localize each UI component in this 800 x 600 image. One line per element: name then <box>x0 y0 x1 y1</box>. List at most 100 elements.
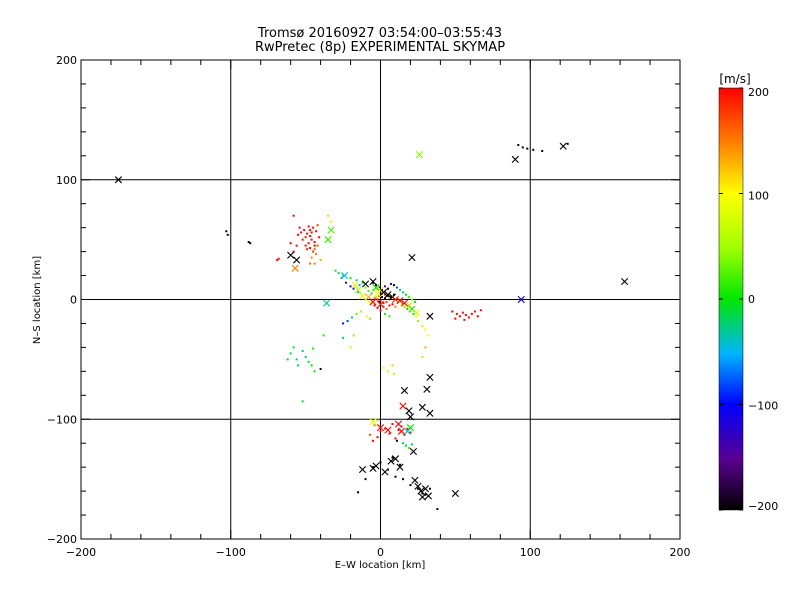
data-point-dot <box>289 242 292 245</box>
data-point-dot <box>389 282 392 285</box>
data-point-cross <box>559 142 567 150</box>
data-point-dot <box>388 432 391 435</box>
data-point-dot <box>322 334 325 337</box>
data-point-dot <box>395 286 398 289</box>
data-point-cross <box>423 385 431 393</box>
data-point-dot <box>413 300 416 303</box>
data-point-dot <box>309 262 312 265</box>
data-point-dot <box>376 436 379 439</box>
data-point-cross-stroke <box>414 482 422 490</box>
data-point-dot <box>349 276 352 279</box>
data-point-cross <box>621 277 629 286</box>
data-point-cross-stroke <box>403 427 412 435</box>
data-point-dot <box>386 294 389 297</box>
data-point-cross <box>411 476 419 484</box>
data-point-cross <box>396 297 404 305</box>
data-point-dot <box>398 288 401 291</box>
grid-lines <box>81 60 680 539</box>
data-point-dot <box>404 293 407 296</box>
data-point-cross-stroke <box>351 281 359 289</box>
data-point-cross-stroke <box>517 295 525 304</box>
data-point-dot <box>298 226 301 229</box>
data-point-cross-stroke <box>418 493 427 501</box>
data-point-dot <box>407 296 410 299</box>
data-point-cross <box>381 468 389 476</box>
data-point-dot <box>409 431 412 434</box>
data-point-dot <box>358 284 361 287</box>
data-point-cross-stroke <box>397 427 406 435</box>
data-point-cross-stroke <box>405 301 413 310</box>
data-point-dot <box>316 244 319 247</box>
x-tick-label: 0 <box>377 546 384 559</box>
data-point-dot <box>277 257 280 260</box>
data-point-dot <box>276 258 279 261</box>
colorbar-tick-label: 100 <box>748 190 769 203</box>
data-point-dot <box>394 305 397 308</box>
data-point-cross <box>517 295 525 304</box>
data-point-cross-stroke <box>418 403 427 411</box>
data-point-cross-stroke <box>376 424 385 432</box>
data-point-dot <box>412 312 415 315</box>
data-point-cross <box>369 277 377 286</box>
data-points <box>114 142 629 511</box>
data-point-dot <box>380 296 383 299</box>
data-point-cross-stroke <box>323 299 331 307</box>
data-point-dot <box>312 347 315 350</box>
data-point-dot <box>410 443 413 446</box>
data-point-dot <box>309 229 312 232</box>
data-point-cross <box>426 409 434 417</box>
data-point-dot <box>403 433 406 436</box>
data-point-dot <box>407 446 410 449</box>
data-point-cross-stroke <box>421 485 430 493</box>
data-point-dot <box>391 294 394 297</box>
data-point-dot <box>345 281 348 284</box>
data-point-dot <box>391 423 394 426</box>
data-point-cross <box>418 403 427 411</box>
data-point-dot <box>313 241 316 244</box>
data-point-dot <box>378 294 381 297</box>
data-point-cross <box>391 295 400 304</box>
data-point-dot <box>315 230 318 233</box>
data-point-dot <box>379 461 382 464</box>
data-point-dot <box>373 297 376 300</box>
data-point-dot <box>316 224 319 227</box>
data-point-dot <box>436 508 439 511</box>
data-point-dot <box>467 316 470 319</box>
data-point-dot <box>394 437 397 440</box>
data-point-cross-stroke <box>400 386 409 395</box>
data-point-dot <box>337 272 340 275</box>
data-point-cross-stroke <box>423 385 431 393</box>
data-point-dot <box>301 238 304 241</box>
y-tick-label: −200 <box>47 533 77 546</box>
data-point-cross-stroke <box>369 464 377 472</box>
data-point-dot <box>292 250 295 253</box>
data-point-dot <box>470 312 473 315</box>
x-tick-label: 200 <box>670 546 691 559</box>
data-point-dot <box>421 355 424 358</box>
data-point-cross-stroke <box>376 300 385 308</box>
data-point-dot <box>427 334 430 337</box>
data-point-cross <box>399 402 407 410</box>
data-point-dot <box>566 142 569 145</box>
data-point-cross <box>291 264 299 272</box>
x-tick-label: 100 <box>520 546 541 559</box>
data-point-cross-stroke <box>324 236 332 244</box>
y-tick-label: 200 <box>56 54 77 67</box>
data-point-dot <box>383 285 386 288</box>
data-point-cross-stroke <box>381 468 389 476</box>
data-point-dot <box>309 247 312 250</box>
data-point-dot <box>225 230 228 233</box>
data-point-dot <box>473 310 476 313</box>
data-point-cross <box>397 427 406 435</box>
data-point-dot <box>313 262 316 265</box>
data-point-cross-stroke <box>369 418 377 426</box>
data-point-dot <box>517 144 520 147</box>
x-tick-label: −100 <box>216 546 246 559</box>
data-point-dot <box>289 352 292 355</box>
data-point-dot <box>306 248 309 251</box>
data-point-dot <box>307 242 310 245</box>
colorbar-unit-label: [m/s] <box>719 72 750 86</box>
data-point-cross-stroke <box>426 312 434 320</box>
data-point-cross <box>391 455 400 463</box>
